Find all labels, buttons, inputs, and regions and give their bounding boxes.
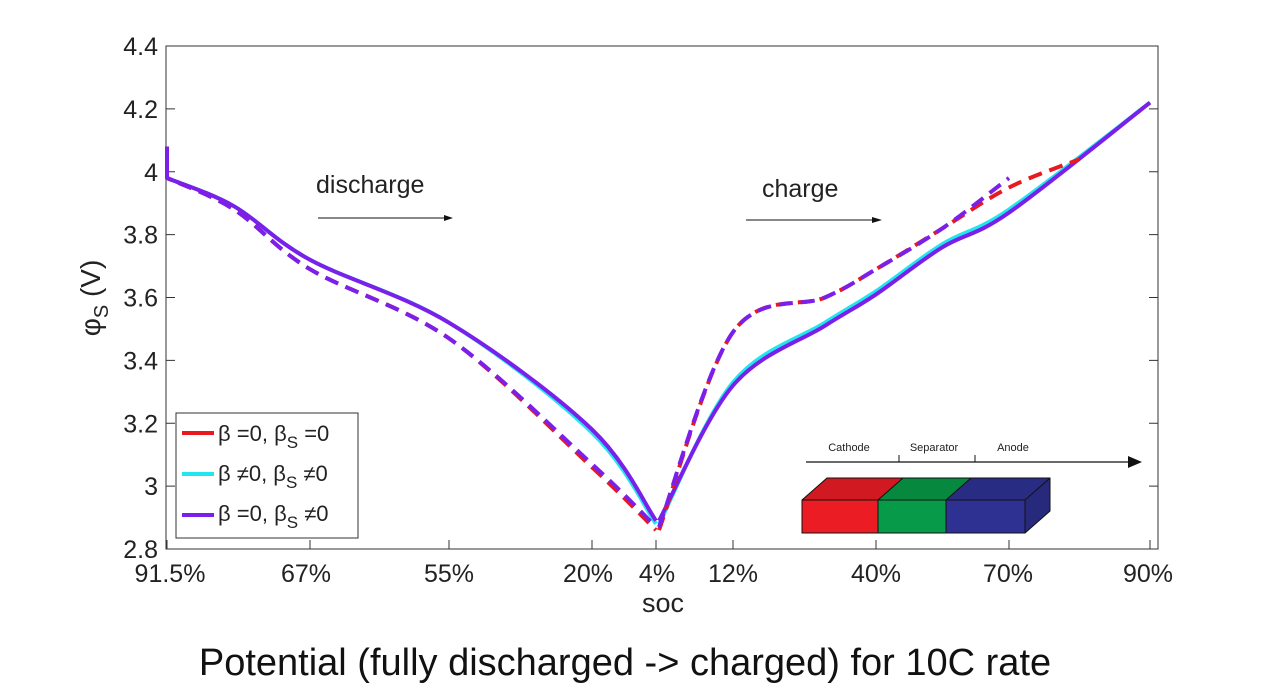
series-line-2-discharge <box>165 146 658 522</box>
battery-diagram-inset: Cathode Separator Anode <box>801 442 1142 534</box>
x-tick-label: 91.5% <box>135 560 206 588</box>
y-tick-label: 4 <box>144 159 158 187</box>
figure-caption: Potential (fully discharged -> charged) … <box>199 642 1051 684</box>
discharge-arrow <box>318 215 453 221</box>
y-axis: 2.8 3 3.2 3.4 3.6 3.8 4 4.2 4.4 <box>123 33 1158 564</box>
series-line-0-charge <box>657 157 1081 531</box>
inset-block-separator <box>878 478 971 533</box>
legend-entry-2: β =0, βS ≠0 <box>182 501 329 532</box>
inset-block-cathode <box>802 478 903 533</box>
inset-label-anode: Anode <box>997 442 1029 454</box>
x-tick-label: 90% <box>1123 560 1173 588</box>
x-axis: 91.5% 67% 55% 20% 4% 12% 40% 70% 90% <box>135 540 1173 588</box>
legend-label-0: β =0, βS =0 <box>218 421 329 452</box>
x-axis-label: soc <box>642 588 684 618</box>
series-line-1-charge <box>657 101 1152 525</box>
series-line-2-charge <box>657 101 1152 522</box>
x-tick-label: 12% <box>708 560 758 588</box>
y-tick-label: 3 <box>144 473 158 501</box>
inset-block-anode <box>946 478 1050 533</box>
series-line-3-discharge <box>165 146 658 529</box>
x-tick-label: 55% <box>424 560 474 588</box>
series-line-3-charge <box>657 176 1011 528</box>
x-tick-label: 4% <box>639 560 675 588</box>
x-tick-label: 67% <box>281 560 331 588</box>
inset-label-cathode: Cathode <box>828 442 870 454</box>
x-tick-label: 20% <box>563 560 613 588</box>
y-axis-label: φS (V) <box>75 260 113 337</box>
charge-arrow <box>746 217 882 223</box>
legend: β =0, βS =0 β ≠0, βS ≠0 β =0, βS ≠0 <box>175 412 359 539</box>
y-tick-label: 4.2 <box>123 96 158 124</box>
y-tick-label: 4.4 <box>123 33 158 61</box>
inset-axis-arrowhead <box>1128 456 1142 468</box>
annotation-charge: charge <box>762 175 838 203</box>
inset-label-separator: Separator <box>910 442 959 454</box>
y-tick-label: 3.4 <box>123 347 158 375</box>
x-tick-label: 70% <box>983 560 1033 588</box>
y-tick-label: 3.2 <box>123 410 158 438</box>
legend-entry-1: β ≠0, βS ≠0 <box>182 461 328 492</box>
legend-entry-0: β =0, βS =0 <box>182 421 329 452</box>
annotation-discharge: discharge <box>316 171 424 199</box>
legend-label-2: β =0, βS ≠0 <box>218 501 329 532</box>
y-tick-label: 2.8 <box>123 536 158 564</box>
series-layer <box>165 101 1152 532</box>
x-tick-label: 40% <box>851 560 901 588</box>
y-tick-label: 3.6 <box>123 285 158 313</box>
legend-label-1: β ≠0, βS ≠0 <box>218 461 328 492</box>
y-tick-label: 3.8 <box>123 222 158 250</box>
